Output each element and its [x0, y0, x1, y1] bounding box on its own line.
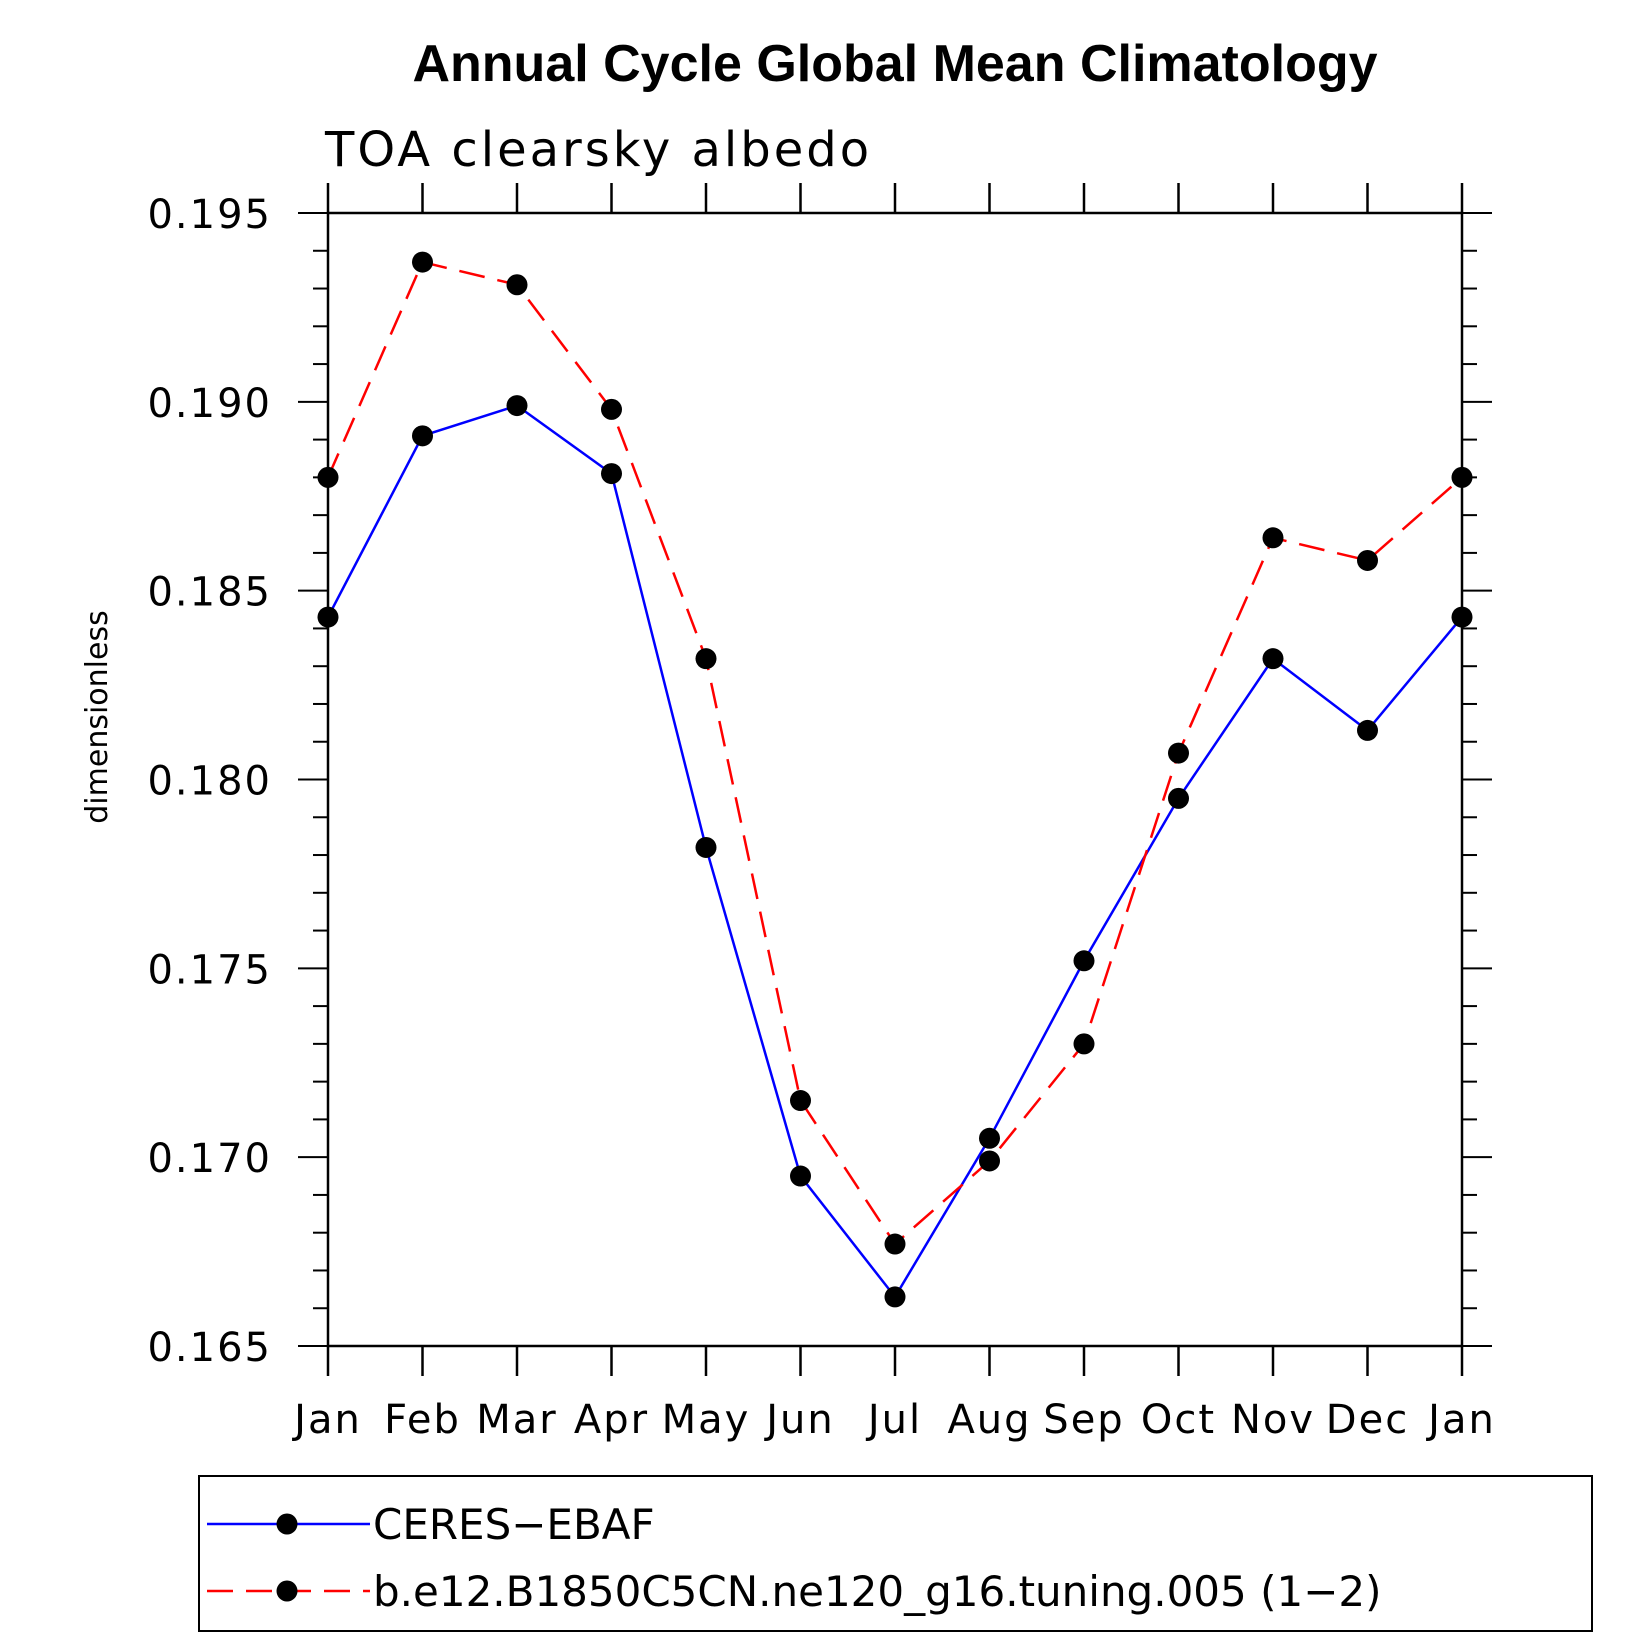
x-tick-label: Jun [763, 1397, 835, 1443]
y-axis-label: dimensionless [80, 610, 115, 823]
series-2-point [1451, 466, 1473, 488]
series-1-point [979, 1127, 1000, 1149]
plot-frame [326, 211, 1464, 1348]
y-tick-label: 0.185 [147, 570, 272, 616]
plot-area: Jan Feb Mar Apr May Jun Jul Aug Sep Oct Nov Dec Jan 0… [147, 183, 1496, 1443]
x-tick-label: Nov [1231, 1397, 1315, 1443]
series-2-point [790, 1090, 811, 1112]
series-1-point [1073, 950, 1095, 972]
series-2-point [506, 274, 528, 296]
series-2-point [601, 398, 622, 420]
series-1-point [412, 425, 433, 447]
series-1-point [1168, 787, 1189, 809]
x-tick-label: Sep [1043, 1397, 1124, 1443]
x-tick-label: Jan [1425, 1397, 1496, 1443]
series-1-point [1262, 648, 1284, 670]
legend-marker-2 [276, 1580, 298, 1602]
y-tick-label: 0.195 [147, 192, 272, 238]
series-2-point [695, 648, 717, 670]
legend: CERES−EBAF b.e12.B1850C5CN.ne120_g16.tuni… [198, 1475, 1593, 1632]
series-1-point [1451, 606, 1473, 628]
x-tick-label: Mar [476, 1397, 557, 1443]
series-1-point [601, 463, 622, 485]
x-tick-label: Aug [947, 1397, 1031, 1443]
series-2-point [1262, 527, 1284, 549]
series-1-point [695, 836, 717, 858]
x-tick-label: Dec [1326, 1397, 1409, 1443]
series-1-point [790, 1165, 811, 1187]
legend-label-1: CERES−EBAF [373, 1500, 655, 1549]
series-2-point [884, 1233, 906, 1255]
chart-subtitle: TOA clearsky albedo [324, 122, 872, 178]
x-tick-label: Jan [291, 1397, 362, 1443]
series-1-point [506, 395, 528, 417]
x-tick-label: Jul [865, 1397, 922, 1443]
series-1-point [317, 606, 339, 628]
series-line-1 [326, 404, 1463, 1300]
legend-box [198, 1475, 1593, 1632]
series-2-point [317, 466, 339, 488]
x-tick-label: Oct [1141, 1397, 1216, 1443]
y-tick-label: 0.180 [147, 759, 272, 805]
series-line-2 [326, 260, 1463, 1246]
series-2-point [979, 1150, 1000, 1172]
series-2-point [1168, 742, 1189, 764]
x-tick-label: Feb [384, 1397, 461, 1443]
x-tick-label: Apr [574, 1397, 649, 1443]
series-2-point [412, 251, 433, 273]
y-tick-label: 0.165 [147, 1325, 272, 1371]
legend-label-2: b.e12.B1850C5CN.ne120_g16.tuning.005 (1−… [373, 1567, 1382, 1616]
series-1-point [884, 1286, 906, 1308]
series-2-point [1073, 1033, 1095, 1055]
y-tick-label: 0.175 [147, 947, 272, 993]
chart-title: Annual Cycle Global Mean Climatology [412, 35, 1377, 93]
legend-marker-1 [276, 1513, 298, 1535]
series-2-point [1357, 549, 1378, 571]
y-tick-label: 0.170 [147, 1136, 272, 1182]
x-tick-label: May [662, 1397, 751, 1443]
y-tick-label: 0.190 [147, 381, 272, 427]
series-1-point [1357, 719, 1378, 741]
